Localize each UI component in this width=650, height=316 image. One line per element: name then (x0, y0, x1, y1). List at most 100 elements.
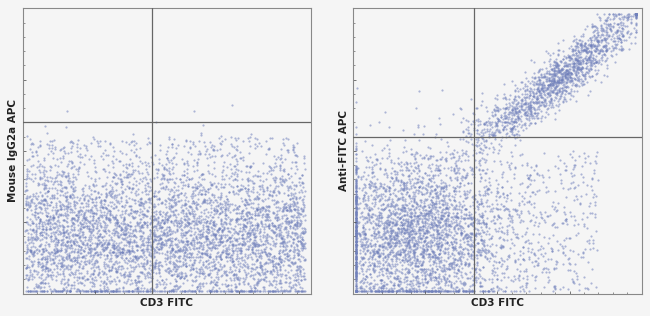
Point (149, 247, 159, 252)
Point (251, 258, 261, 263)
Point (422, 180, 433, 185)
Point (504, 120, 515, 125)
Point (104, 190, 114, 195)
Point (220, 207, 230, 212)
Point (166, 177, 177, 182)
Point (68, 208, 78, 213)
Point (107, 243, 118, 248)
Point (456, 270, 467, 275)
Point (441, 209, 452, 214)
Point (451, 273, 462, 278)
Point (93, 234, 103, 240)
Point (493, 107, 503, 112)
Point (172, 192, 182, 198)
Point (204, 196, 214, 201)
Point (375, 288, 385, 293)
Point (499, 237, 509, 242)
Point (270, 265, 281, 270)
Point (85, 253, 96, 258)
Point (604, 11, 614, 16)
Point (71, 200, 81, 205)
Point (297, 247, 307, 252)
Point (528, 114, 538, 119)
Point (180, 241, 190, 246)
Point (606, 28, 617, 33)
Point (417, 179, 428, 184)
Point (469, 288, 480, 293)
Point (191, 162, 202, 167)
Point (43, 242, 53, 247)
Point (80, 194, 90, 199)
Point (66, 264, 76, 269)
Point (168, 219, 179, 224)
Point (72, 259, 82, 264)
Point (429, 278, 439, 283)
Point (271, 267, 281, 272)
Point (586, 42, 597, 47)
Point (174, 264, 184, 269)
Point (296, 273, 306, 278)
Point (167, 205, 177, 210)
Point (136, 243, 146, 248)
Point (149, 233, 159, 238)
Point (93, 264, 103, 269)
Point (534, 99, 544, 104)
Point (103, 240, 113, 245)
Point (60, 280, 71, 285)
Point (618, 14, 628, 19)
Point (379, 266, 389, 271)
Point (459, 228, 469, 233)
Point (230, 247, 240, 252)
Point (426, 288, 437, 293)
Point (197, 232, 207, 237)
Point (294, 210, 305, 216)
Point (593, 178, 603, 183)
Point (402, 243, 412, 248)
Point (80, 288, 90, 293)
Point (64, 288, 75, 293)
Point (385, 241, 395, 246)
Point (190, 288, 201, 293)
Point (232, 216, 242, 221)
Point (300, 166, 310, 171)
Point (351, 259, 361, 264)
Point (420, 276, 430, 281)
Point (78, 247, 88, 252)
Point (471, 142, 481, 147)
Point (140, 198, 150, 204)
Point (577, 64, 588, 70)
Point (597, 52, 607, 58)
Point (203, 186, 213, 191)
Point (92, 242, 102, 247)
Point (530, 99, 540, 104)
Point (142, 208, 152, 213)
Point (425, 153, 436, 158)
Point (280, 241, 290, 246)
Point (389, 274, 400, 279)
Point (62, 205, 73, 210)
Point (138, 176, 148, 181)
Point (586, 50, 597, 55)
Point (424, 210, 435, 215)
Point (42, 288, 52, 293)
Point (209, 205, 220, 210)
Point (506, 128, 517, 133)
Point (367, 288, 377, 293)
Point (206, 202, 216, 207)
Point (46, 148, 57, 153)
Point (265, 235, 276, 240)
Point (270, 193, 281, 198)
Point (134, 229, 144, 234)
Point (153, 240, 163, 246)
Point (211, 280, 222, 285)
Point (585, 161, 595, 166)
Point (209, 173, 220, 178)
Point (157, 281, 168, 286)
Point (253, 277, 263, 282)
Point (572, 74, 582, 79)
Point (441, 158, 451, 163)
Point (157, 242, 167, 247)
Point (358, 222, 369, 227)
Point (235, 288, 246, 293)
Point (223, 252, 233, 257)
